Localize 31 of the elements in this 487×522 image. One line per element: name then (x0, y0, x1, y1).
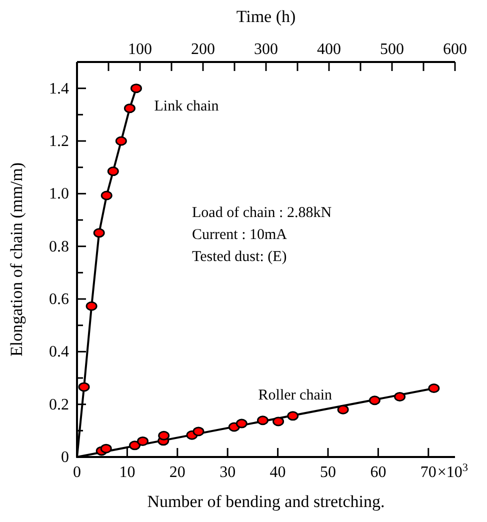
x-tick-label: 50 (320, 464, 336, 481)
x-axis-title: Number of bending and stretching. (147, 492, 385, 511)
y-tick-label: 1.0 (49, 186, 69, 203)
y-tick-label: 1.4 (49, 80, 69, 98)
x-tick-label: 20 (169, 464, 186, 481)
y-tick-label: 0.6 (49, 291, 69, 308)
series-label: Roller chain (258, 387, 333, 404)
x-tick-label: 60 (370, 464, 386, 481)
x2-tick-label: 100 (128, 41, 152, 58)
text: ×10$^{3}$ (437, 462, 468, 481)
x-tick-label: 0 (73, 464, 81, 481)
x2-tick-label: 200 (191, 41, 215, 58)
x2-tick-label: 600 (443, 41, 467, 58)
y-tick-label: 0.8 (49, 238, 69, 256)
x2-tick-label: 300 (254, 41, 278, 58)
x-tick-label: 10 (119, 464, 136, 481)
y-tick-label: 0.4 (49, 344, 69, 361)
x2-tick-label: 400 (317, 41, 341, 58)
x2-tick-label: 500 (380, 41, 404, 58)
annotation: Current : 10mA (192, 227, 288, 243)
x-tick-label: 40 (270, 464, 286, 481)
x-tick-label: 30 (220, 464, 236, 481)
y-tick-label: 0.2 (49, 396, 69, 414)
x2-axis-title: Time (h) (236, 7, 296, 26)
y-tick-label: 1.2 (49, 133, 69, 150)
y-axis-title: Elongation of chain (mm/m) (7, 162, 26, 357)
annotation: Tested dust: (E) (192, 249, 287, 265)
x-tick-label: 70 (420, 464, 436, 481)
series-label: Link chain (154, 98, 220, 114)
annotation: Load of chain : 2.88kN (192, 205, 332, 221)
y-tick-label: 0 (61, 449, 69, 466)
